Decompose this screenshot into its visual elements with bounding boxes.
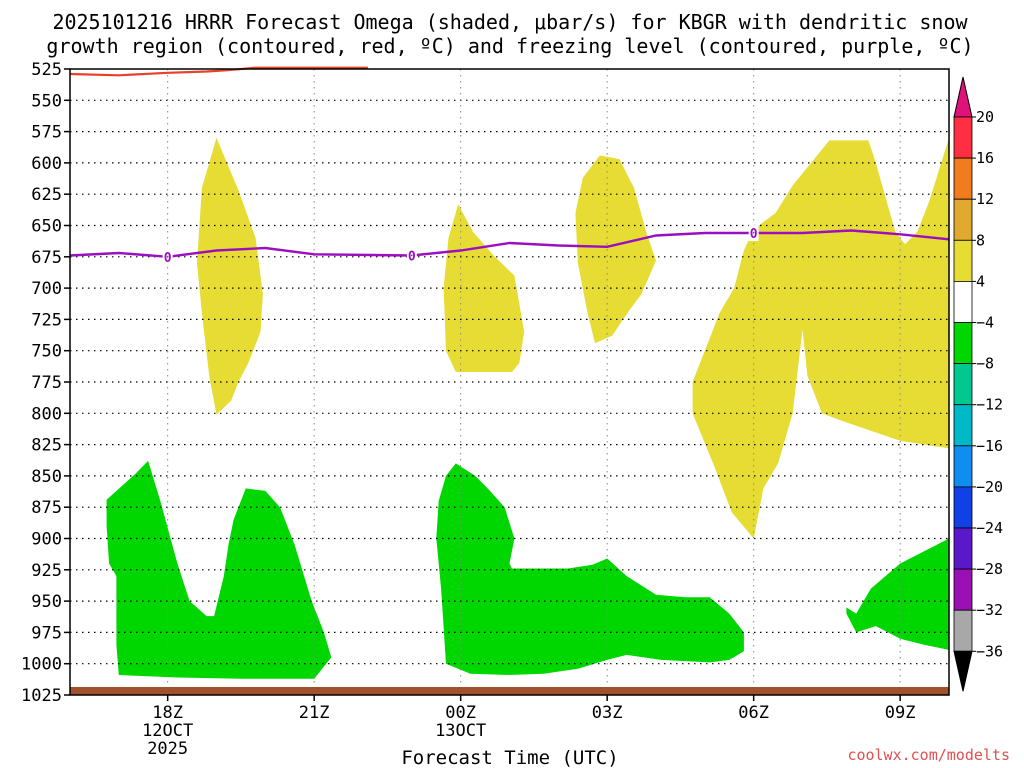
colorbar: 20 16 12 8 4 −4 −8 −12 −16 −20 −24 −28 −32 −36 (953, 76, 1003, 692)
freezing-label-bg (406, 247, 417, 264)
colorbar-swatch (953, 445, 973, 488)
site-credit: coolwx.com/modelts (847, 746, 1010, 764)
freezing-label-bg (162, 248, 173, 265)
colorbar-label: −24 (976, 519, 1003, 537)
colorbar-over-triangle (953, 76, 973, 118)
colorbar-label: −8 (976, 355, 994, 373)
colorbar-label: 8 (976, 231, 985, 249)
omega-region-4 (106, 460, 332, 679)
y-tick-label: 975 (31, 623, 62, 643)
colorbar-label: 16 (976, 149, 994, 167)
colorbar-label: −4 (976, 314, 994, 332)
omega-region-1 (443, 204, 525, 372)
freezing-label-bg (748, 225, 759, 242)
x-tick-label: 00Z (445, 703, 476, 723)
y-tick-label: 600 (31, 154, 62, 174)
x-tick-label: 06Z (738, 703, 769, 723)
colorbar-swatch (953, 239, 973, 282)
y-tick-label: 550 (31, 91, 62, 111)
colorbar-swatch (953, 322, 973, 364)
y-tick-label: 1000 (21, 655, 62, 675)
colorbar-swatch (953, 198, 973, 241)
colorbar-swatch (953, 404, 973, 447)
y-tick-label: 850 (31, 467, 62, 487)
y-tick-label: 750 (31, 342, 62, 362)
x-tick-label: 2025 (147, 739, 188, 759)
colorbar-under-triangle (953, 650, 973, 692)
y-tick-label: 925 (31, 561, 62, 581)
y-tick-label: 875 (31, 498, 62, 518)
colorbar-swatch (953, 280, 973, 323)
chart-subtitle: growth region (contoured, red, ºC) and f… (46, 34, 973, 58)
y-tick-label: 1025 (21, 686, 62, 706)
colorbar-label: −20 (976, 478, 1003, 496)
x-axis-label: Forecast Time (UTC) (401, 747, 618, 768)
grid-layer (70, 69, 949, 695)
y-tick-label: 700 (31, 279, 62, 299)
omega-region-6 (846, 538, 949, 650)
y-tick-label: 825 (31, 436, 62, 456)
colorbar-label: 20 (976, 108, 994, 126)
contour-layer: 0 0 0 (69, 66, 950, 266)
x-tick-label: 03Z (592, 703, 623, 723)
x-tick-label: 18Z (152, 703, 183, 723)
freezing-level-label: 0 (408, 250, 416, 265)
colorbar-swatch (953, 609, 973, 652)
y-tick-label: 725 (31, 310, 62, 330)
y-tick-label: 675 (31, 248, 62, 268)
x-tick-label: 09Z (885, 703, 916, 723)
y-tick-label: 950 (31, 592, 62, 612)
colorbar-swatch (953, 116, 973, 159)
colorbar-label: 12 (976, 190, 994, 208)
colorbar-label: −36 (976, 642, 1003, 660)
y-tick-label: 900 (31, 530, 62, 550)
colorbar-swatch (953, 486, 973, 529)
x-tick-label: 12OCT (142, 721, 193, 741)
y-tick-label: 800 (31, 404, 62, 424)
y-tick-label: 575 (31, 123, 62, 143)
colorbar-swatch (953, 568, 973, 611)
colorbar-label: −32 (976, 601, 1003, 619)
x-tick-label: 21Z (299, 703, 330, 723)
ground-band (70, 687, 949, 695)
colorbar-label: 4 (976, 272, 985, 290)
dendritic-growth-contour (69, 66, 368, 77)
freezing-level-contour (69, 229, 950, 259)
omega-region-0 (197, 137, 263, 415)
freezing-level-label: 0 (750, 227, 758, 242)
y-tick-label: 775 (31, 373, 62, 393)
y-tick-label: 625 (31, 185, 62, 205)
y-tick-label: 650 (31, 217, 62, 237)
y-axis: 525 550 575 600 625 650 675 700 725 750 775 800 825 8… (21, 60, 70, 706)
colorbar-label: −16 (976, 437, 1003, 455)
colorbar-label: −12 (976, 396, 1003, 414)
y-tick-label: 525 (31, 60, 62, 80)
colorbar-swatch (953, 527, 973, 570)
x-tick-label: 13OCT (435, 721, 486, 741)
colorbar-swatch (953, 363, 973, 406)
omega-region-2 (575, 155, 656, 344)
chart-title: 2025101216 HRRR Forecast Omega (shaded, … (52, 10, 968, 34)
freezing-level-label: 0 (164, 251, 172, 266)
colorbar-swatch (953, 157, 973, 200)
omega-region-5 (436, 463, 744, 675)
colorbar-label: −28 (976, 560, 1003, 578)
